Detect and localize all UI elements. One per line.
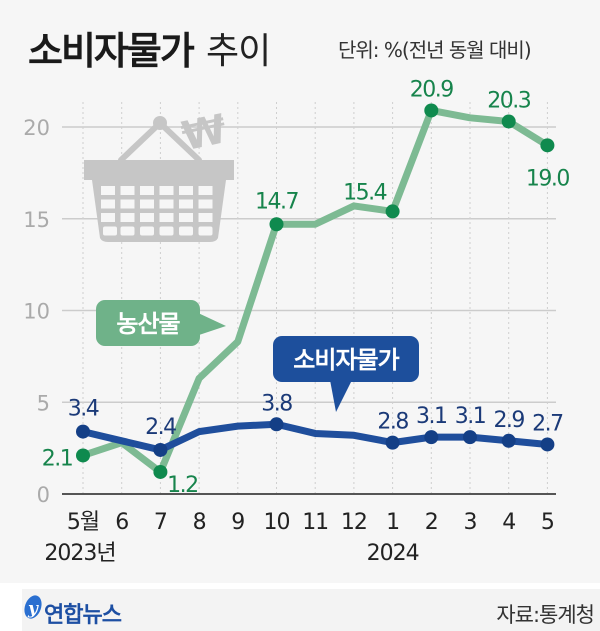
series-lines	[76, 103, 555, 479]
y-tick-label: 0	[37, 483, 50, 507]
unit-label: 단위: %(전년 동월 대비)	[338, 38, 532, 62]
data-label: 15.4	[343, 180, 386, 205]
x-tick-label: 7	[154, 510, 167, 535]
x-tick-label: 10	[264, 510, 290, 535]
data-point	[540, 437, 555, 452]
agri-callout-label: 농산물	[116, 310, 180, 338]
source-label: 자료:통계청	[496, 603, 595, 627]
basket-mesh	[101, 186, 213, 236]
data-label: 3.1	[455, 404, 486, 429]
data-point	[424, 103, 439, 118]
data-label: 2.4	[145, 415, 176, 440]
cpi-callout-label: 소비자물가	[293, 346, 399, 374]
data-point	[153, 442, 168, 457]
data-point	[269, 217, 284, 232]
x-tick-label: 9	[231, 510, 244, 535]
won-sign-icon: ₩	[178, 106, 231, 160]
data-point	[269, 417, 284, 432]
data-label: 3.4	[68, 397, 99, 422]
year-label: 2023년	[44, 541, 115, 566]
data-label: 14.7	[255, 189, 298, 214]
data-point	[76, 424, 90, 439]
yonhap-logo-icon: y	[24, 595, 42, 619]
data-point	[385, 204, 400, 219]
year-label: 2024	[367, 541, 419, 566]
footer: y 연합뉴스 자료:통계청	[22, 589, 600, 631]
x-tick-label: 3	[464, 510, 477, 535]
chart-title: 소비자물가	[28, 29, 195, 73]
data-labels: 2.1 1.2 14.7 15.4 20.9 20.3 19.0 3.4 2.4 3.8 2.8 3.…	[42, 77, 571, 498]
data-point	[540, 138, 555, 153]
svg-text:y: y	[27, 599, 39, 619]
data-label: 20.3	[487, 88, 530, 113]
data-label: 1.2	[167, 473, 198, 498]
x-tick-label: 5월	[67, 510, 99, 535]
data-point	[385, 435, 400, 450]
x-tick-label: 2	[425, 510, 438, 535]
x-tick-label: 11	[302, 510, 328, 535]
data-point	[501, 114, 516, 129]
y-tick-label: 5	[37, 391, 50, 415]
chart-title-suffix: 추이	[206, 31, 271, 72]
chart-panel	[0, 0, 600, 583]
data-point	[463, 430, 477, 445]
x-tick-label: 8	[193, 510, 206, 535]
data-label: 2.7	[532, 411, 563, 436]
data-label: 20.9	[410, 77, 453, 102]
data-point	[153, 464, 168, 479]
data-label: 3.8	[261, 391, 292, 416]
x-tick-label: 1	[386, 510, 399, 535]
x-tick-label: 5	[541, 510, 554, 535]
data-label: 2.1	[42, 446, 73, 471]
brand-name: 연합뉴스	[44, 603, 122, 628]
y-tick-label: 10	[23, 300, 50, 324]
y-tick-label: 15	[23, 208, 50, 232]
svg-text:₩: ₩	[178, 106, 231, 160]
data-label: 3.1	[416, 404, 447, 429]
data-point	[501, 433, 516, 448]
x-tick-label: 4	[502, 510, 515, 535]
data-label: 19.0	[526, 166, 569, 191]
x-tick-label: 6	[115, 510, 128, 535]
data-label: 2.8	[377, 410, 408, 435]
data-point	[76, 448, 90, 463]
data-point	[424, 430, 439, 445]
x-tick-label: 12	[341, 510, 367, 535]
y-tick-label: 20	[23, 116, 50, 140]
data-label: 2.9	[493, 408, 524, 433]
